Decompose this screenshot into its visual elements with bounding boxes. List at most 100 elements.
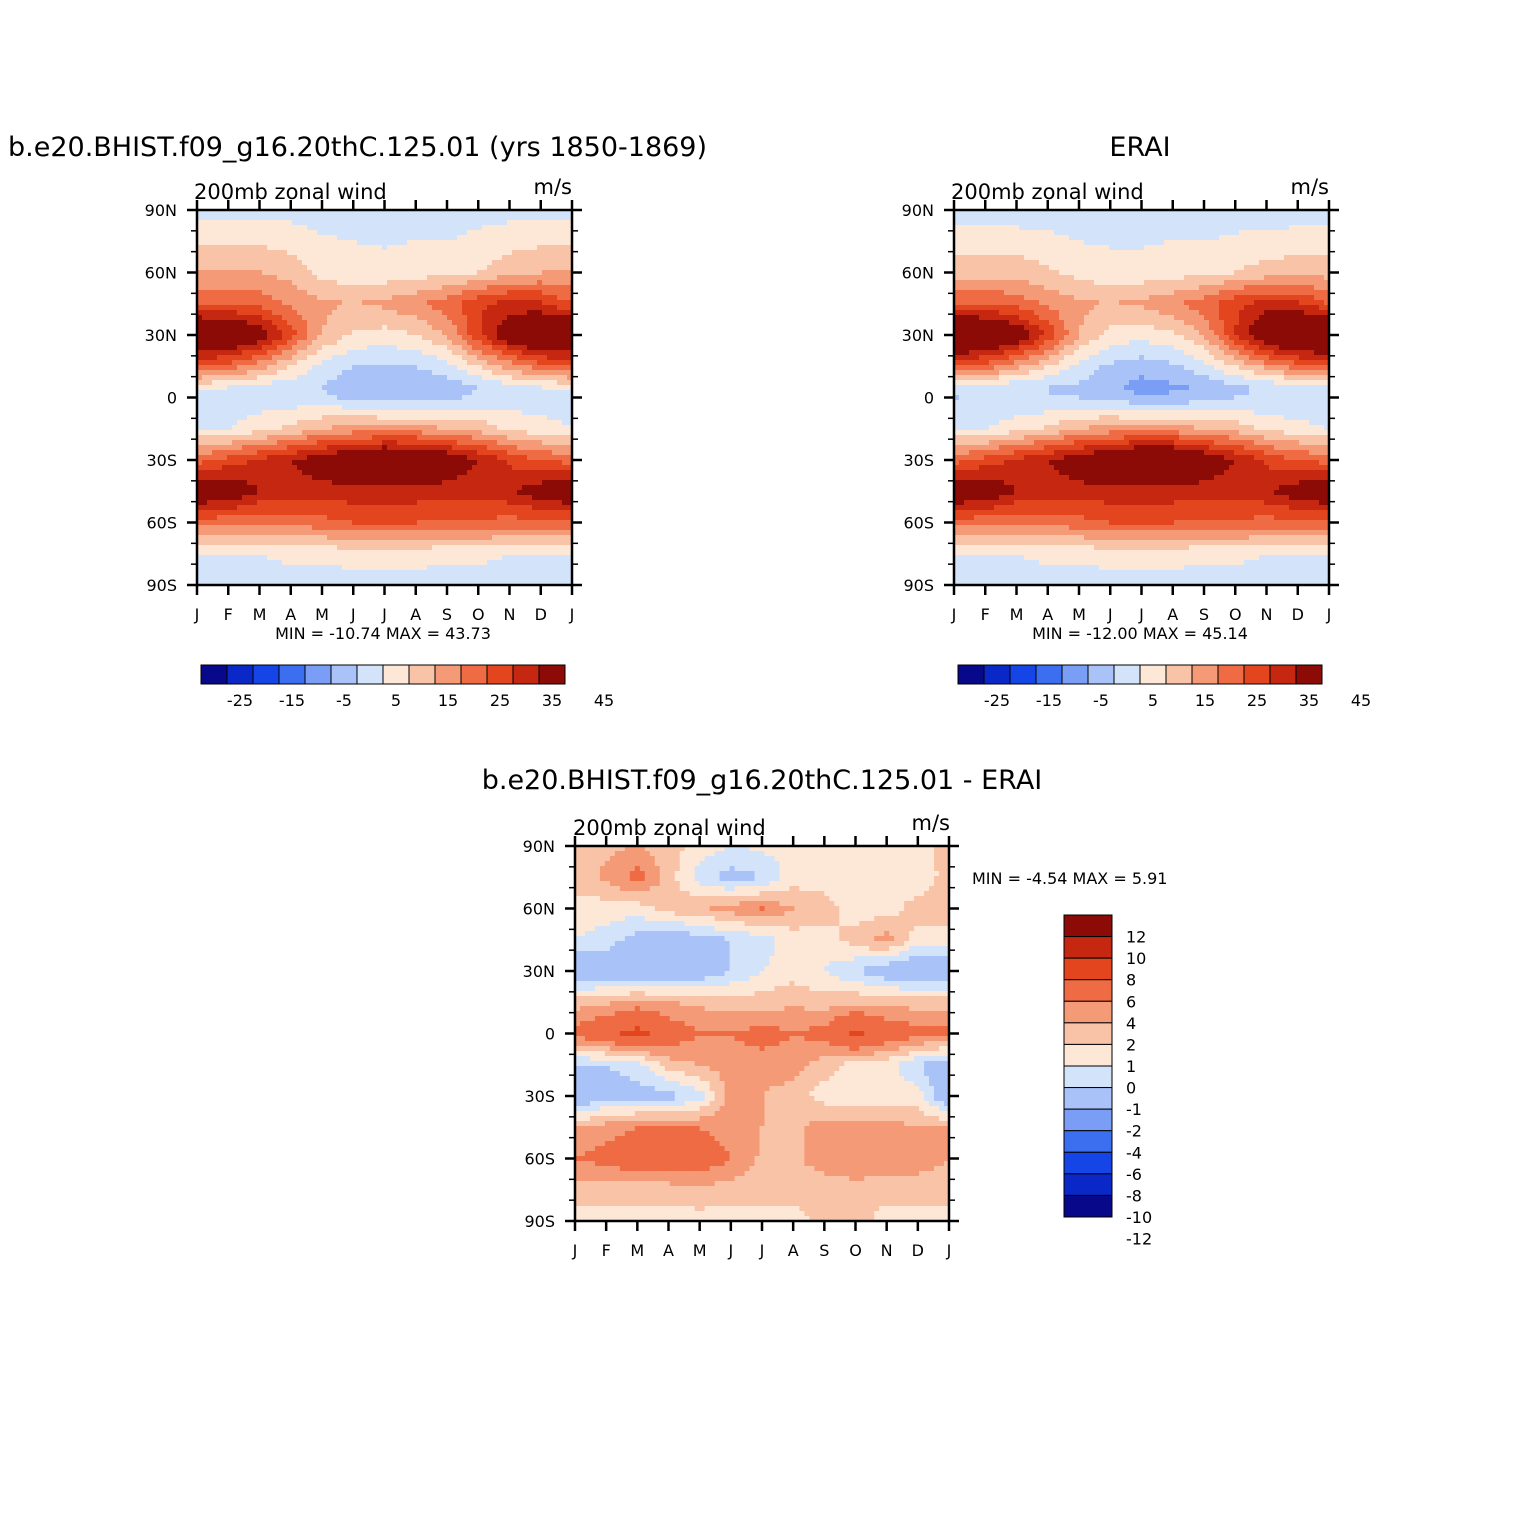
contour-cell	[427, 335, 433, 341]
contour-cell	[522, 275, 528, 281]
contour-cell	[382, 310, 388, 316]
contour-cell	[317, 525, 323, 531]
contour-cell	[217, 420, 223, 426]
contour-cell	[372, 490, 378, 496]
contour-cell	[487, 295, 493, 301]
contour-cell	[487, 255, 493, 261]
contour-cell	[347, 275, 353, 281]
contour-cell	[232, 340, 238, 346]
contour-cell	[562, 215, 568, 221]
contour-cell	[232, 440, 238, 446]
contour-cell	[532, 275, 538, 281]
contour-cell	[502, 240, 508, 246]
contour-cell	[497, 320, 503, 326]
contour-cell	[372, 275, 378, 281]
contour-cell	[457, 310, 463, 316]
contour-cell	[252, 525, 258, 531]
contour-cell	[282, 235, 288, 241]
contour-cell	[237, 475, 243, 481]
contour-cell	[362, 390, 368, 396]
contour-cell	[392, 425, 398, 431]
contour-cell	[302, 320, 308, 326]
contour-cell	[397, 220, 403, 226]
contour-cell	[407, 325, 413, 331]
contour-cell	[322, 335, 328, 341]
contour-cell	[487, 350, 493, 356]
contour-cell	[222, 335, 228, 341]
contour-cell	[202, 240, 208, 246]
contour-cell	[372, 330, 378, 336]
contour-cell	[327, 405, 333, 411]
contour-cell	[357, 530, 363, 536]
contour-cell	[242, 490, 248, 496]
contour-cell	[527, 390, 533, 396]
contour-cell	[487, 435, 493, 441]
contour-cell	[307, 405, 313, 411]
contour-cell	[522, 265, 528, 271]
contour-cell	[252, 325, 258, 331]
contour-cell	[352, 485, 358, 491]
contour-cell	[262, 520, 268, 526]
contour-cell	[347, 470, 353, 476]
contour-cell	[502, 450, 508, 456]
contour-cell	[497, 250, 503, 256]
contour-cell	[252, 235, 258, 241]
contour-cell	[392, 345, 398, 351]
contour-cell	[552, 400, 558, 406]
contour-cell	[367, 280, 373, 286]
contour-cell	[472, 470, 478, 476]
contour-cell	[542, 325, 548, 331]
contour-cell	[212, 415, 218, 421]
contour-cell	[377, 360, 383, 366]
contour-cell	[372, 455, 378, 461]
contour-cell	[502, 360, 508, 366]
contour-cell	[467, 235, 473, 241]
contour-cell	[477, 350, 483, 356]
contour-cell	[407, 380, 413, 386]
contour-cell	[292, 360, 298, 366]
contour-cell	[517, 500, 523, 506]
contour-cell	[267, 260, 273, 266]
contour-cell	[342, 330, 348, 336]
contour-cell	[442, 525, 448, 531]
contour-cell	[317, 365, 323, 371]
contour-cell	[482, 410, 488, 416]
contour-cell	[357, 285, 363, 291]
contour-cell	[267, 450, 273, 456]
contour-cell	[302, 485, 308, 491]
contour-cell	[327, 240, 333, 246]
contour-cell	[547, 235, 553, 241]
contour-cell	[562, 355, 568, 361]
contour-cell	[297, 525, 303, 531]
contour-cell	[212, 390, 218, 396]
contour-cell	[272, 355, 278, 361]
contour-cell	[217, 240, 223, 246]
contour-cell	[462, 435, 468, 441]
contour-cell	[347, 345, 353, 351]
contour-cell	[417, 340, 423, 346]
contour-cell	[362, 490, 368, 496]
contour-cell	[382, 475, 388, 481]
contour-cell	[497, 370, 503, 376]
contour-cell	[552, 475, 558, 481]
contour-cell	[292, 535, 298, 541]
contour-cell	[502, 480, 508, 486]
contour-cell	[377, 250, 383, 256]
contour-cell	[532, 315, 538, 321]
contour-cell	[307, 250, 313, 256]
contour-cell	[547, 525, 553, 531]
contour-cell	[517, 485, 523, 491]
contour-cell	[322, 525, 328, 531]
contour-cell	[537, 450, 543, 456]
contour-cell	[232, 365, 238, 371]
contour-cell	[457, 220, 463, 226]
contour-cell	[302, 460, 308, 466]
contour-cell	[467, 280, 473, 286]
contour-cell	[412, 255, 418, 261]
contour-cell	[347, 305, 353, 311]
contour-cell	[327, 305, 333, 311]
contour-cell	[362, 235, 368, 241]
contour-cell	[327, 485, 333, 491]
contour-cell	[372, 250, 378, 256]
contour-cell	[202, 495, 208, 501]
